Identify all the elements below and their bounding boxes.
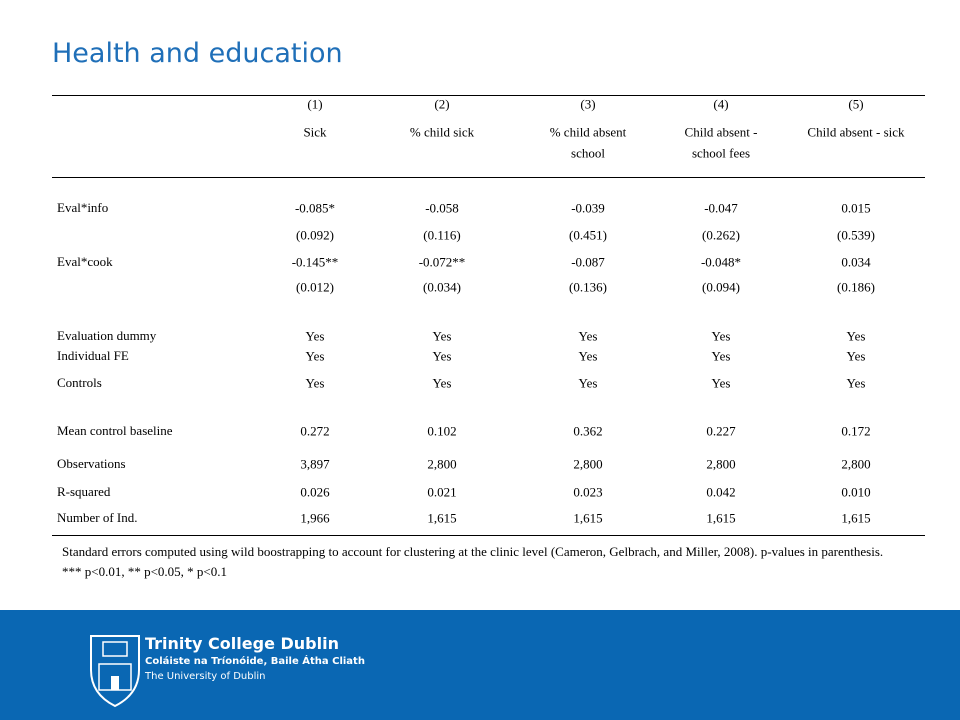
column-number: (5) (848, 96, 864, 112)
table-cell: Yes (711, 348, 731, 364)
table-cell: (0.186) (837, 279, 875, 295)
table-cell: 0.272 (300, 423, 330, 439)
table-cell: Yes (305, 375, 325, 391)
column-name: Child absent - (684, 124, 758, 140)
column-name: school fees (691, 145, 751, 161)
table-cell: 0.015 (841, 200, 871, 216)
table-cell: 0.010 (841, 484, 871, 500)
row-label: Controls (57, 375, 102, 390)
table-cell: -0.087 (571, 254, 605, 270)
row-label: R-squared (57, 484, 111, 499)
footer: Trinity College Dublin Coláiste na Tríon… (0, 610, 960, 720)
table-cell: 2,800 (573, 456, 603, 472)
column-number: (1) (307, 96, 323, 112)
table-cell: 0.172 (841, 423, 871, 439)
slide-title: Health and education (52, 38, 343, 69)
institution-irish: Coláiste na Tríonóide, Baile Átha Cliath (145, 656, 365, 667)
table-rule (52, 177, 925, 178)
table-cell: Yes (578, 328, 598, 344)
table-cell: Yes (578, 348, 598, 364)
table-cell: 1,615 (841, 510, 871, 526)
row-label: Observations (57, 456, 126, 471)
table-rule (52, 95, 925, 96)
column-name: Child absent - sick (807, 124, 905, 140)
table-cell: (0.116) (423, 227, 461, 243)
table-cell: (0.262) (702, 227, 740, 243)
table-cell: 1,615 (427, 510, 457, 526)
table-cell: (0.034) (423, 279, 461, 295)
table-cell: (0.136) (569, 279, 607, 295)
row-label: Eval*info (57, 200, 109, 215)
table-cell: -0.047 (704, 200, 738, 216)
row-label: Eval*cook (57, 254, 113, 269)
table-cell: 0.026 (300, 484, 330, 500)
row-label: Mean control baseline (57, 423, 173, 438)
column-name: Sick (303, 124, 327, 140)
table-cell: -0.145** (291, 254, 339, 270)
table-cell: -0.058 (425, 200, 459, 216)
row-label: Individual FE (57, 348, 129, 363)
table-cell: -0.048* (700, 254, 742, 270)
table-cell: 1,615 (706, 510, 736, 526)
table-cell: -0.072** (418, 254, 466, 270)
column-name: school (571, 145, 605, 161)
table-cell: Yes (305, 328, 325, 344)
table-cell: -0.039 (571, 200, 605, 216)
table-cell: 1,615 (573, 510, 603, 526)
table-cell: Yes (846, 375, 866, 391)
column-name: % child sick (409, 124, 475, 140)
table-cell: 0.102 (427, 423, 457, 439)
table-cell: Yes (305, 348, 325, 364)
logo-crest (90, 635, 140, 708)
table-cell: Yes (578, 375, 598, 391)
institution-sub: The University of Dublin (145, 671, 266, 682)
table-rule (52, 535, 925, 536)
table-cell: Yes (432, 328, 452, 344)
table-cell: 2,800 (706, 456, 736, 472)
table-cell: (0.539) (837, 227, 875, 243)
table-cell: 2,800 (427, 456, 457, 472)
table-cell: -0.085* (294, 200, 336, 216)
column-number: (4) (713, 96, 729, 112)
table-cell: 0.227 (706, 423, 736, 439)
institution-name: Trinity College Dublin (145, 634, 339, 653)
table-note: Standard errors computed using wild boos… (62, 544, 884, 579)
table-cell: 1,966 (300, 510, 330, 526)
table-cell: (0.092) (296, 227, 334, 243)
table-cell: Yes (711, 328, 731, 344)
table-cell: Yes (846, 348, 866, 364)
table-cell: (0.094) (702, 279, 740, 295)
table-cell: Yes (432, 348, 452, 364)
logo-text: Trinity College Dublin Coláiste na Tríon… (145, 634, 365, 682)
table-cell: 3,897 (300, 456, 330, 472)
row-label: Number of Ind. (57, 510, 138, 525)
table-cell: Yes (846, 328, 866, 344)
table-cell: Yes (432, 375, 452, 391)
table-cell: Yes (711, 375, 731, 391)
table-cell: (0.451) (569, 227, 607, 243)
column-name: % child absent (549, 124, 627, 140)
table-cell: 0.023 (573, 484, 603, 500)
column-number: (2) (434, 96, 450, 112)
table-cell: (0.012) (296, 279, 334, 295)
table-cell: 2,800 (841, 456, 871, 472)
column-number: (3) (580, 96, 596, 112)
table-cell: 0.034 (841, 254, 871, 270)
table-cell: 0.362 (573, 423, 603, 439)
table-cell: 0.042 (706, 484, 736, 500)
row-label: Evaluation dummy (57, 328, 157, 343)
table-cell: 0.021 (427, 484, 457, 500)
